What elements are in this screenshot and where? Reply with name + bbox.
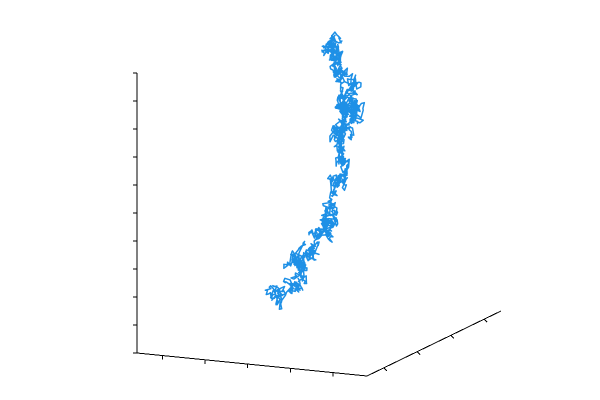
series-group bbox=[264, 31, 366, 311]
y-tick bbox=[416, 351, 421, 355]
x-axis-line bbox=[136, 352, 368, 377]
y-tick bbox=[383, 367, 388, 372]
y-tick bbox=[483, 318, 488, 323]
random-walk-line bbox=[264, 31, 366, 311]
y-axis-line bbox=[366, 310, 502, 377]
y-tick bbox=[450, 335, 455, 339]
axes-group bbox=[133, 72, 502, 377]
